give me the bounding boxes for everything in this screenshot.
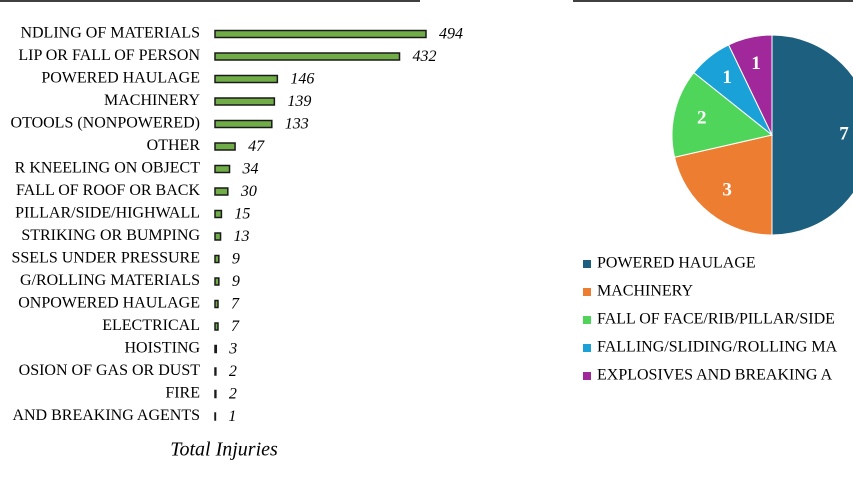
legend-label: MACHINERY <box>597 283 693 300</box>
bar <box>214 367 217 376</box>
bar <box>214 52 401 61</box>
y-tick-label: STRIKING OR BUMPING <box>21 227 200 244</box>
legend-label: POWERED HAULAGE <box>597 255 756 272</box>
bar <box>214 29 427 39</box>
legend-swatch <box>583 372 591 380</box>
value-label: 2 <box>229 363 237 380</box>
value-label: 139 <box>287 93 311 110</box>
y-tick-label: OSION OF GAS OR DUST <box>19 362 201 379</box>
slice-label: 7 <box>839 123 849 144</box>
value-label: 7 <box>231 296 240 313</box>
pie-slice <box>673 134 773 236</box>
legend-swatch <box>583 288 591 296</box>
value-label: 47 <box>248 138 265 155</box>
y-tick-label: G/ROLLING MATERIALS <box>20 272 200 289</box>
legend-swatch <box>583 316 591 324</box>
x-axis-title: Total Injuries <box>170 439 278 461</box>
bar <box>214 254 220 264</box>
value-label: 2 <box>229 386 237 403</box>
y-tick-label: ELECTRICAL <box>102 317 200 334</box>
legend-label: FALL OF FACE/RIB/PILLAR/SIDE <box>597 311 835 328</box>
bar <box>214 74 279 84</box>
y-tick-label: AND BREAKING AGENTS <box>12 407 200 424</box>
bar <box>214 232 222 241</box>
value-label: 133 <box>285 116 309 133</box>
bar <box>214 322 219 331</box>
pie-slice <box>727 34 773 136</box>
y-tick-label: FIRE <box>165 385 200 402</box>
value-label: 3 <box>228 341 237 358</box>
value-label: 9 <box>232 251 240 268</box>
y-tick-label: ONPOWERED HAULAGE <box>18 295 200 312</box>
value-label: 7 <box>231 318 240 335</box>
bar <box>214 142 236 151</box>
value-label: 432 <box>413 48 437 65</box>
bar <box>214 209 223 219</box>
slice-label: 1 <box>722 67 732 88</box>
legend-label: FALLING/SLIDING/ROLLING MA <box>597 339 838 356</box>
value-label: 494 <box>439 26 463 43</box>
y-tick-label: PILLAR/SIDE/HIGHWALL <box>15 205 200 222</box>
value-label: 9 <box>232 273 240 290</box>
y-tick-label: FALL OF ROOF OR BACK <box>16 182 200 199</box>
value-label: 13 <box>234 228 250 245</box>
legend-swatch <box>583 260 591 268</box>
bar <box>214 187 229 196</box>
slice-label: 3 <box>722 180 732 201</box>
value-label: 1 <box>228 408 236 425</box>
y-tick-label: NDLING OF MATERIALS <box>20 25 200 42</box>
bar <box>214 389 217 399</box>
value-label: 15 <box>234 206 250 223</box>
y-tick-label: OTOOLS (NONPOWERED) <box>11 115 200 132</box>
y-tick-label: LIP OR FALL OF PERSON <box>18 47 200 64</box>
y-tick-label: MACHINERY <box>104 92 200 109</box>
bar <box>214 299 219 309</box>
y-tick-label: SSELS UNDER PRESSURE <box>12 250 201 267</box>
slice-label: 2 <box>697 107 707 128</box>
value-label: 34 <box>242 161 259 178</box>
legend-swatch <box>583 344 591 352</box>
pie-slice <box>771 34 853 236</box>
bar <box>214 97 276 106</box>
y-tick-label: R KNEELING ON OBJECT <box>15 160 201 177</box>
pie-slice <box>671 71 774 158</box>
legend-label: EXPLOSIVES AND BREAKING A <box>597 367 833 384</box>
slice-label: 1 <box>751 53 761 74</box>
value-label: 146 <box>290 71 314 88</box>
bar <box>214 277 220 286</box>
y-tick-label: OTHER <box>147 137 201 154</box>
y-tick-label: HOISTING <box>124 340 200 357</box>
value-label: 30 <box>240 183 257 200</box>
bar <box>214 119 273 129</box>
bar <box>214 344 218 354</box>
bar <box>214 164 231 174</box>
y-tick-label: POWERED HAULAGE <box>41 70 200 87</box>
